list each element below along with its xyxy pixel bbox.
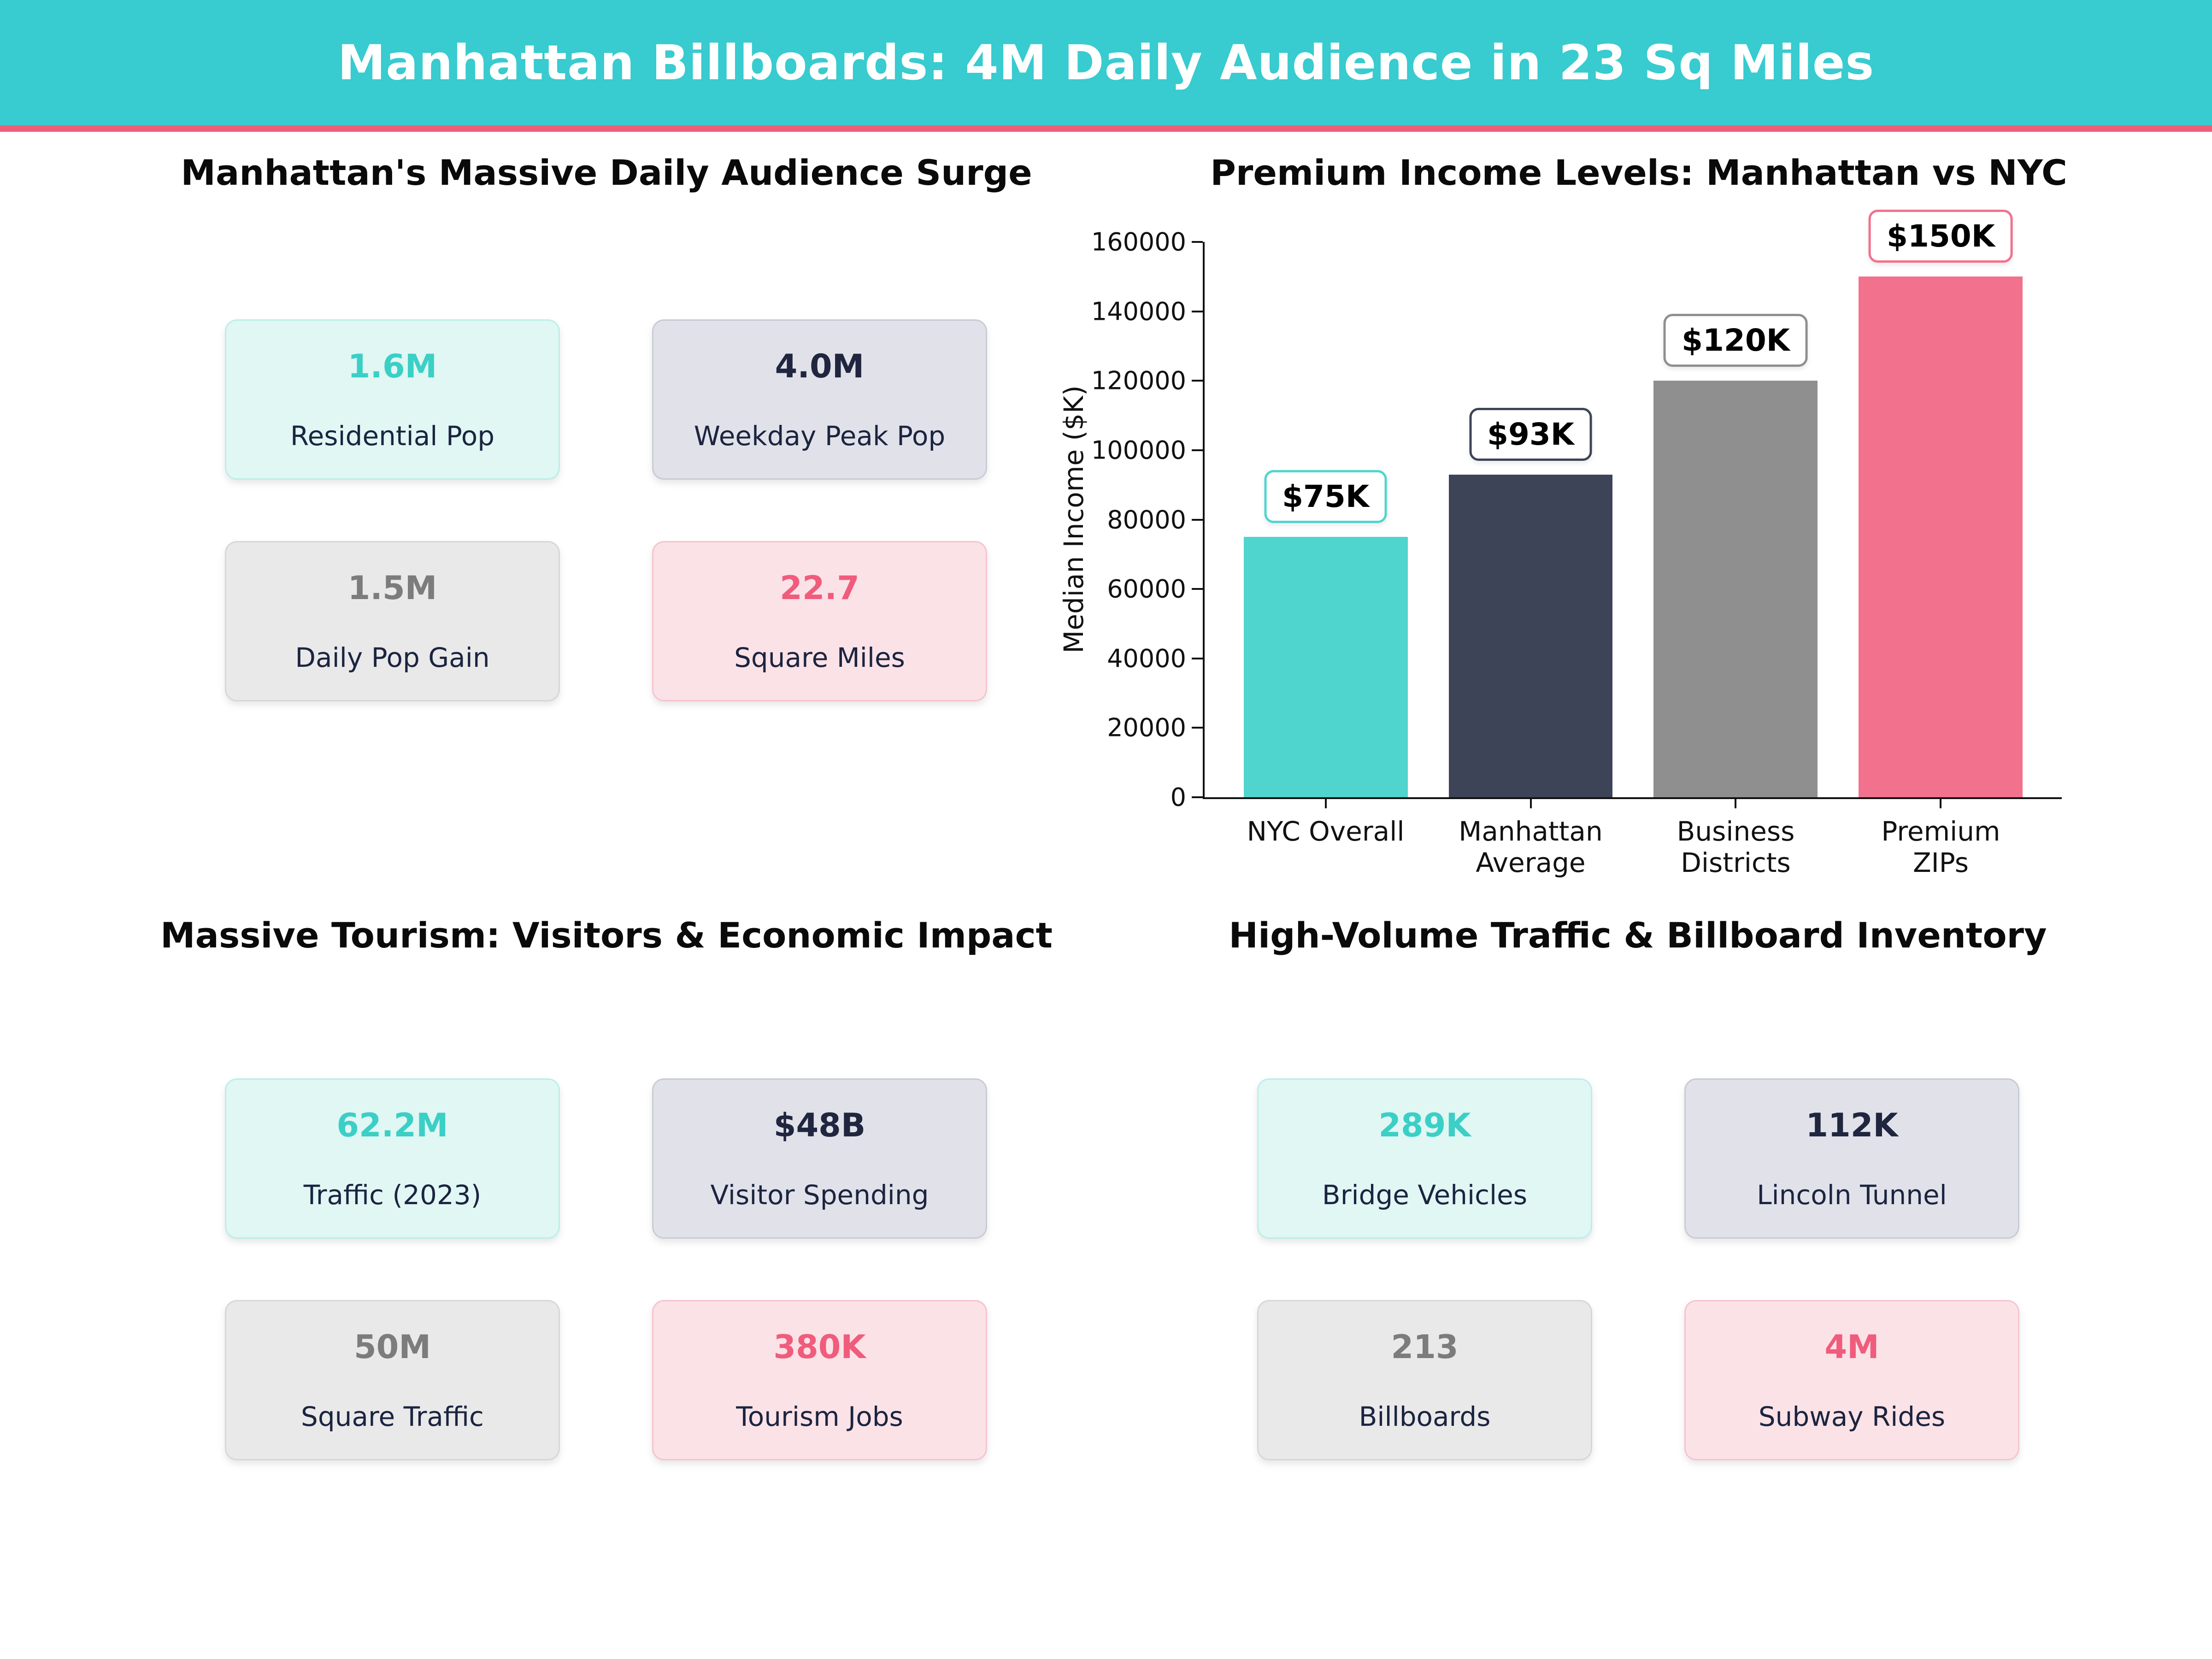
bar-premium-zips <box>1859 276 2023 797</box>
stat-label: Lincoln Tunnel <box>1757 1179 1947 1211</box>
stat-value: 4.0M <box>775 347 865 385</box>
y-axis-tick-mark <box>1192 310 1203 312</box>
stat-value: 4M <box>1824 1328 1879 1366</box>
x-axis-tick-mark <box>1940 797 1942 808</box>
y-axis-tick-mark <box>1192 588 1203 590</box>
y-axis-tick-label: 160000 <box>1091 227 1186 257</box>
y-axis-tick-label: 40000 <box>1107 644 1186 673</box>
x-axis-tick-mark <box>1324 797 1327 808</box>
y-axis-tick-mark <box>1192 241 1203 243</box>
stat-label: Daily Pop Gain <box>295 642 490 673</box>
stat-card: 380K Tourism Jobs <box>652 1300 987 1460</box>
y-axis-tick-label: 20000 <box>1107 713 1186 742</box>
x-axis-tick-label: NYC Overall <box>1247 816 1405 847</box>
header-banner: Manhattan Billboards: 4M Daily Audience … <box>0 0 2212 125</box>
bar-value-callout: $120K <box>1664 314 1808 367</box>
x-axis-tick-mark <box>1530 797 1532 808</box>
y-axis-tick-mark <box>1192 518 1203 521</box>
stat-card: 112K Lincoln Tunnel <box>1684 1078 2019 1239</box>
stat-value: 1.5M <box>347 569 437 607</box>
y-axis-tick-mark <box>1192 449 1203 451</box>
bar-value-callout: $75K <box>1264 470 1387 524</box>
tourism-card-grid: 62.2M Traffic (2023) $48B Visitor Spending 5… <box>225 1078 987 1460</box>
stat-card: 1.6M Residential Pop <box>225 319 560 480</box>
stat-card: $48B Visitor Spending <box>652 1078 987 1239</box>
y-axis-tick-mark <box>1192 657 1203 659</box>
stat-value: 1.6M <box>347 347 437 385</box>
income-chart-title: Premium Income Levels: Manhattan vs NYC <box>1210 152 2067 193</box>
stat-label: Billboards <box>1359 1401 1491 1432</box>
stat-card: 22.7 Square Miles <box>652 541 987 701</box>
header-accent-divider <box>0 125 2212 132</box>
stat-card: 289K Bridge Vehicles <box>1257 1078 1592 1239</box>
bar-nyc-overall <box>1243 537 1408 797</box>
stat-label: Square Miles <box>734 642 905 673</box>
stat-label: Bridge Vehicles <box>1322 1179 1528 1211</box>
y-axis-tick-mark <box>1192 380 1203 382</box>
x-axis-tick-label: Manhattan Average <box>1459 816 1603 879</box>
stat-label: Square Traffic <box>301 1401 484 1432</box>
income-bar-chart: 0 20000 40000 60000 80000 100000 120000 140000 1… <box>1091 210 2062 878</box>
bar-value-callout: $150K <box>1869 210 2013 263</box>
bar-business-districts <box>1653 381 1818 797</box>
stat-value: 62.2M <box>336 1106 448 1144</box>
stat-card: 50M Square Traffic <box>225 1300 560 1460</box>
page-title: Manhattan Billboards: 4M Daily Audience … <box>337 35 1875 91</box>
stat-card: 4M Subway Rides <box>1684 1300 2019 1460</box>
x-axis-tick-label: Business Districts <box>1677 816 1795 879</box>
stat-card: 62.2M Traffic (2023) <box>225 1078 560 1239</box>
x-axis-tick-label: Premium ZIPs <box>1881 816 2000 879</box>
y-axis-tick-label: 140000 <box>1091 297 1186 326</box>
y-axis-tick-label: 60000 <box>1107 574 1186 604</box>
traffic-card-grid: 289K Bridge Vehicles 112K Lincoln Tunnel 213… <box>1257 1078 2019 1460</box>
stat-value: 380K <box>773 1328 866 1366</box>
stat-label: Visitor Spending <box>710 1179 929 1211</box>
y-axis-tick-mark <box>1192 727 1203 729</box>
y-axis-tick-label: 0 <box>1170 782 1186 812</box>
traffic-section-title: High-Volume Traffic & Billboard Inventor… <box>1229 915 2047 956</box>
stat-label: Tourism Jobs <box>736 1401 903 1432</box>
stat-label: Subway Rides <box>1758 1401 1946 1432</box>
bar-value-callout: $93K <box>1469 407 1592 461</box>
stat-label: Traffic (2023) <box>303 1179 482 1211</box>
audience-card-grid: 1.6M Residential Pop 4.0M Weekday Peak Pop 1… <box>225 319 987 701</box>
stat-value: 289K <box>1378 1106 1471 1144</box>
stat-card: 4.0M Weekday Peak Pop <box>652 319 987 480</box>
stat-label: Weekday Peak Pop <box>694 420 946 452</box>
y-axis-tick-mark <box>1192 796 1203 798</box>
y-axis-tick-label: 120000 <box>1091 366 1186 395</box>
stat-value: 22.7 <box>780 569 859 607</box>
stat-label: Residential Pop <box>290 420 495 452</box>
stat-value: 112K <box>1806 1106 1898 1144</box>
stat-card: 1.5M Daily Pop Gain <box>225 541 560 701</box>
stat-value: 50M <box>353 1328 431 1366</box>
y-axis-tick-label: 80000 <box>1107 505 1186 534</box>
y-axis-tick-label: 100000 <box>1091 435 1186 465</box>
bar-manhattan-average <box>1448 474 1613 797</box>
stat-value: $48B <box>773 1106 866 1144</box>
stat-card: 213 Billboards <box>1257 1300 1592 1460</box>
tourism-section-title: Massive Tourism: Visitors & Economic Imp… <box>160 915 1053 956</box>
audience-section-title: Manhattan's Massive Daily Audience Surge <box>181 152 1032 193</box>
x-axis-tick-mark <box>1735 797 1737 808</box>
stat-value: 213 <box>1391 1328 1459 1366</box>
